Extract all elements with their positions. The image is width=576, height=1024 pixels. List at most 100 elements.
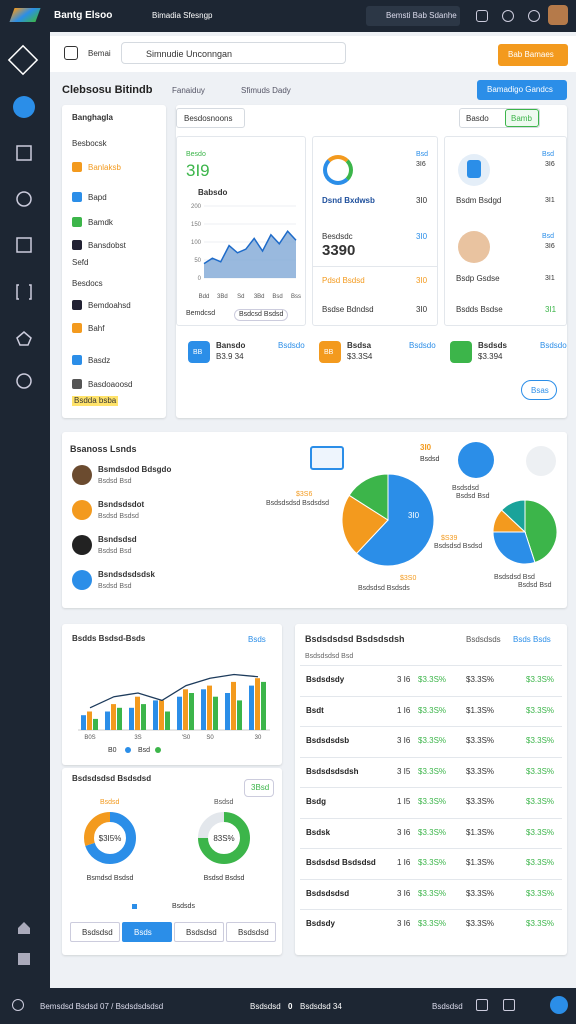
menu-item[interactable]: Bamdk bbox=[88, 218, 113, 227]
toggle-option[interactable]: Bamb bbox=[511, 114, 532, 123]
header-tab[interactable]: Fanaiduy bbox=[172, 86, 205, 95]
menu-item[interactable]: Bansdobst bbox=[88, 241, 126, 250]
top-icon[interactable] bbox=[528, 10, 540, 22]
nav-icon[interactable] bbox=[16, 284, 32, 300]
stat-link[interactable]: Bsdsdo bbox=[409, 341, 436, 350]
nav-icon[interactable] bbox=[13, 96, 35, 118]
more-button[interactable] bbox=[521, 380, 557, 400]
header-button-text[interactable]: Bamadigo Gandcs bbox=[487, 85, 553, 94]
tag: Bsd bbox=[416, 151, 429, 158]
more-button-text[interactable]: Bsas bbox=[531, 386, 549, 395]
menu-item[interactable]: Besdocs bbox=[72, 279, 103, 288]
menu-icon bbox=[72, 240, 82, 250]
nav-icon[interactable] bbox=[16, 331, 32, 346]
legend-dot bbox=[125, 747, 131, 753]
menu-item[interactable]: Bapd bbox=[88, 193, 107, 202]
nav-icon[interactable] bbox=[16, 237, 32, 253]
icon-circle[interactable] bbox=[526, 446, 556, 476]
top-icon[interactable] bbox=[476, 10, 488, 22]
footer-icon[interactable] bbox=[476, 999, 488, 1011]
sidebar-bg bbox=[0, 0, 50, 1024]
stat-link[interactable]: Bsdsdo bbox=[540, 341, 567, 350]
header-tab[interactable]: Sfimuds Dady bbox=[241, 86, 291, 95]
table-cell: Bsdg bbox=[306, 797, 326, 806]
toggle-option[interactable]: Basdo bbox=[466, 114, 489, 123]
donut-button[interactable] bbox=[244, 779, 274, 797]
tab[interactable] bbox=[122, 922, 172, 942]
annotation: Bsdsdsd bbox=[452, 485, 479, 492]
bar bbox=[183, 689, 188, 730]
table-link[interactable]: Bsds Bsds bbox=[513, 635, 551, 644]
card-row-value: 3I1 bbox=[545, 197, 555, 204]
footer-icon[interactable] bbox=[550, 996, 568, 1014]
tab-label[interactable]: Bsdsdsd bbox=[82, 928, 113, 937]
menu-item[interactable]: Sefd bbox=[72, 258, 89, 267]
nav-icon[interactable] bbox=[16, 373, 32, 389]
menu-item[interactable]: Bsdda bsba bbox=[72, 396, 119, 406]
icon-circle[interactable] bbox=[458, 442, 494, 478]
row-divider bbox=[300, 726, 562, 727]
menu-item[interactable]: Bemdoahsd bbox=[88, 301, 131, 310]
top-search-text: Bemsti Bab Sdanhe bbox=[386, 11, 457, 20]
nav-icon[interactable] bbox=[16, 145, 32, 161]
home-icon[interactable] bbox=[64, 46, 78, 60]
menu-icon bbox=[72, 300, 82, 310]
donut-caption: Bsdsd Bsdsd bbox=[204, 875, 245, 882]
donut-segment bbox=[84, 812, 136, 864]
tab[interactable] bbox=[226, 922, 276, 942]
card-row-value: 3I6 bbox=[545, 243, 555, 250]
menu-item[interactable]: Basdoaoosd bbox=[88, 380, 133, 389]
nav-icon[interactable] bbox=[18, 953, 30, 965]
nav-icon[interactable] bbox=[16, 191, 32, 207]
footer-text[interactable]: Bsdsdsd bbox=[432, 1002, 463, 1011]
menu-icon bbox=[72, 355, 82, 365]
table-filter[interactable]: Bsdsdsds bbox=[466, 635, 501, 644]
bar bbox=[225, 693, 230, 730]
tab-label[interactable]: Bsds bbox=[134, 928, 152, 937]
footer-bar bbox=[0, 988, 576, 1024]
person-name: Bsndsdsd bbox=[98, 535, 137, 544]
card-row-label: Bsdp Gsdse bbox=[456, 274, 500, 283]
menu-item[interactable]: Basdz bbox=[88, 356, 111, 365]
bar bbox=[165, 711, 170, 730]
section-link[interactable]: Bsds bbox=[248, 635, 266, 644]
toolbar-home[interactable]: Bemai bbox=[88, 49, 111, 58]
pie-slice bbox=[355, 473, 435, 567]
top-tab[interactable]: Bimadia Sfesngp bbox=[152, 11, 213, 20]
footer-icon[interactable] bbox=[503, 999, 515, 1011]
tab[interactable] bbox=[174, 922, 224, 942]
toolbar-button-text[interactable]: Bab Bamaes bbox=[508, 50, 554, 59]
tab[interactable] bbox=[70, 922, 120, 942]
top-icon[interactable] bbox=[502, 10, 514, 22]
card-row-label: Bsdds Bsdse bbox=[456, 305, 503, 314]
header-button[interactable] bbox=[477, 80, 567, 100]
stat-link[interactable]: Bsdsdo bbox=[278, 341, 305, 350]
logo-icon[interactable] bbox=[7, 44, 39, 76]
card-row-label: Bsdm Bsdgd bbox=[456, 196, 502, 205]
menu-item[interactable]: Bahf bbox=[88, 324, 105, 333]
avatar[interactable] bbox=[548, 5, 568, 25]
person-sub: Bsdsd Bsdsd bbox=[98, 513, 139, 520]
footer-text[interactable]: Bsdsdsd bbox=[250, 1002, 281, 1011]
top-search[interactable] bbox=[366, 6, 460, 26]
toggle-active[interactable] bbox=[505, 109, 539, 127]
x-tick-label: Bss bbox=[291, 294, 301, 300]
toolbar-button[interactable] bbox=[498, 44, 568, 66]
donut-button-text[interactable]: 3Bsd bbox=[251, 783, 270, 792]
menu-item[interactable]: Banlaksb bbox=[88, 163, 121, 172]
nav-icon[interactable] bbox=[18, 922, 30, 934]
table-cell: 1 I6 bbox=[397, 858, 411, 867]
annotation: $3S0 bbox=[400, 575, 416, 582]
overview-button[interactable] bbox=[176, 108, 245, 128]
x-tick-label: 'S0 bbox=[182, 735, 191, 741]
menu-item[interactable]: Besbocsk bbox=[72, 139, 107, 148]
x-tick-label: B0S bbox=[84, 735, 95, 741]
tab-label[interactable]: Bsdsdsd bbox=[238, 928, 269, 937]
toolbar-search[interactable] bbox=[121, 42, 346, 64]
tab-label[interactable]: Bsdsdsd bbox=[186, 928, 217, 937]
person-name: Bsndsdsdsdsk bbox=[98, 570, 155, 579]
overview-button-text[interactable]: Besdosnoons bbox=[184, 114, 233, 123]
footer-icon[interactable] bbox=[12, 999, 24, 1011]
footer-text[interactable]: Bsdsdsd 34 bbox=[300, 1002, 342, 1011]
